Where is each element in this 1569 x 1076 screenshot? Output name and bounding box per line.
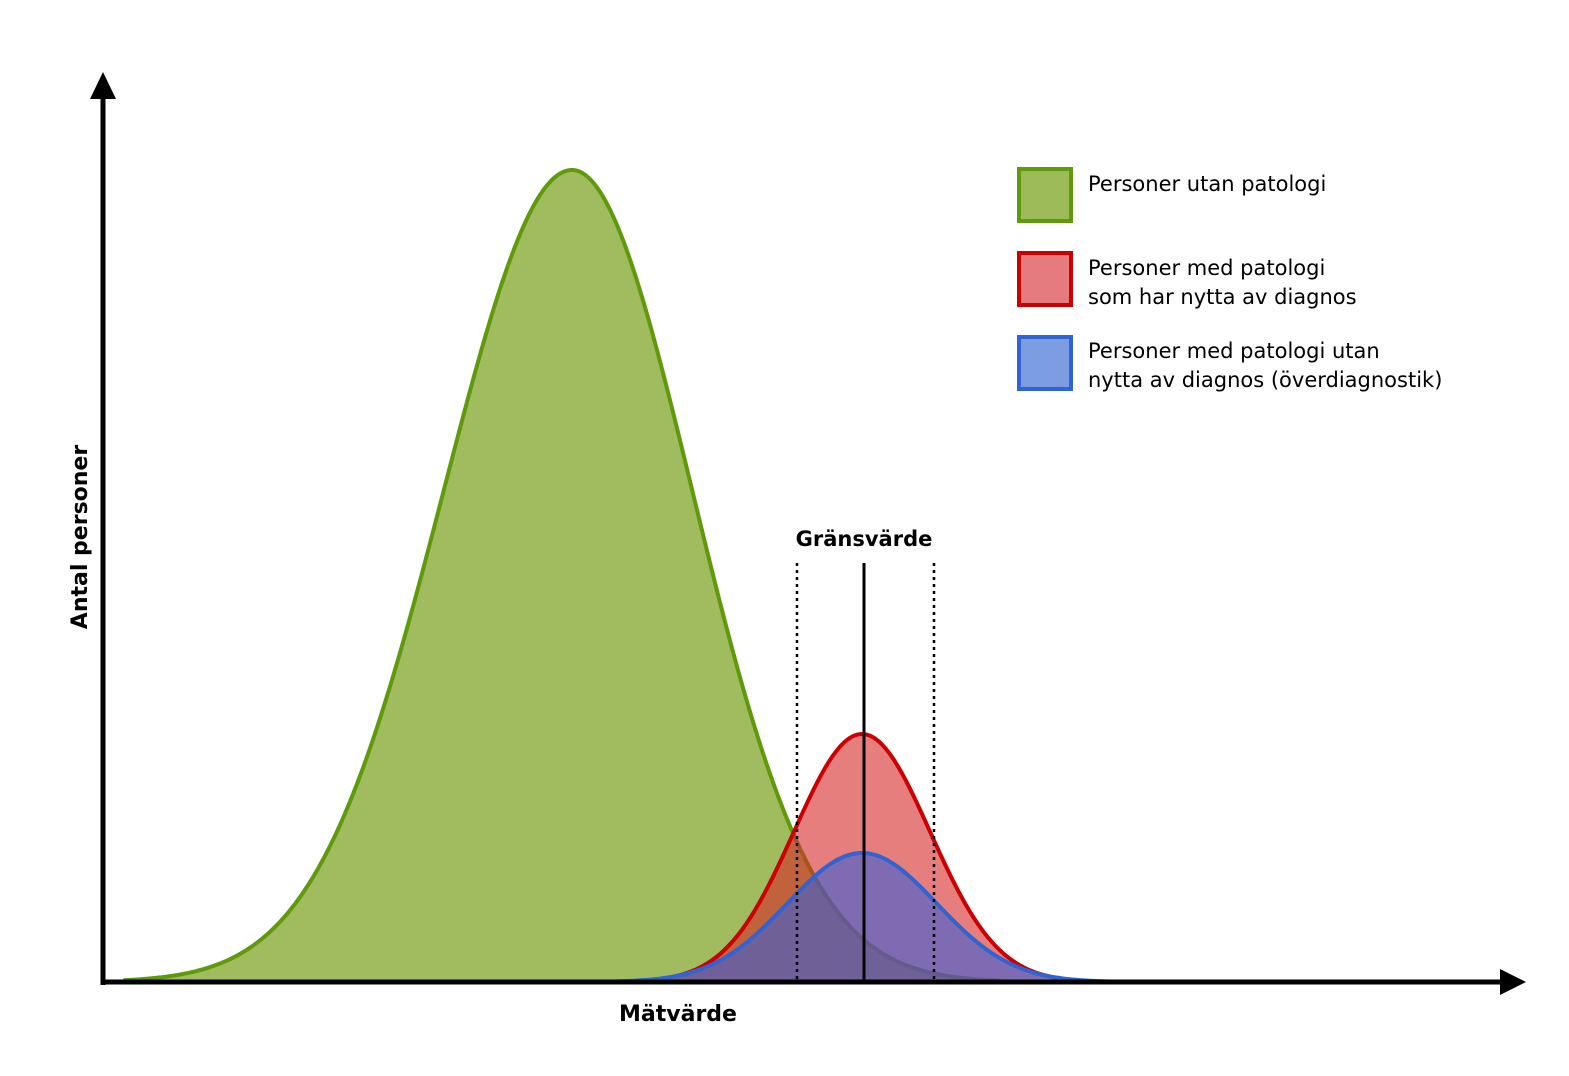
legend-label-pathology-overdiagnosis-line1: Personer med patologi utan [1088,339,1380,363]
y-axis-arrowhead [90,72,116,99]
x-axis-label: Mätvärde [619,1002,737,1027]
x-axis-arrowhead [1500,969,1526,995]
y-axis-label: Antal personer [68,445,93,630]
threshold-label: Gränsvärde [796,527,933,551]
legend-label-pathology-benefit-line1: Personer med patologi [1088,256,1325,280]
legend: Personer utan patologi Personer med pato… [1017,167,1442,392]
legend-label-pathology-benefit-line2: som har nytta av diagnos [1088,285,1357,309]
legend-swatch-pathology-overdiagnosis [1017,335,1073,391]
legend-swatch-no-pathology [1017,167,1073,223]
legend-label-pathology-overdiagnosis-line2: nytta av diagnos (överdiagnostik) [1088,368,1442,392]
legend-label-no-pathology: Personer utan patologi [1088,172,1326,196]
legend-swatch-pathology-benefit [1017,251,1073,307]
